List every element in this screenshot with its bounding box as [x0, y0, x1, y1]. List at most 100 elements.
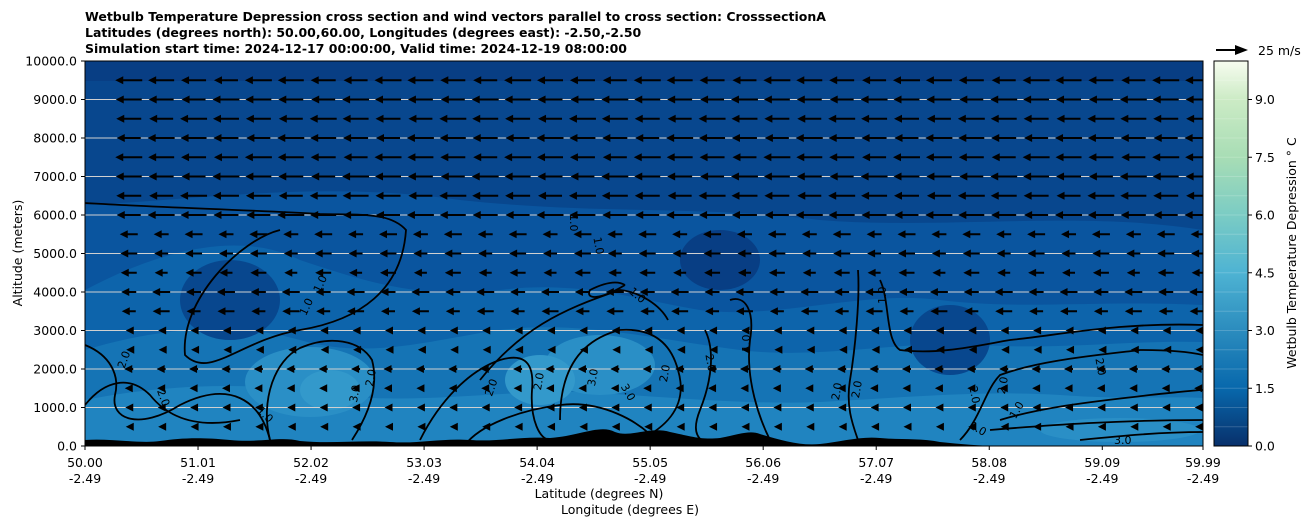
wind-vector [838, 403, 847, 412]
wind-vector [709, 345, 718, 354]
wind-vector [675, 384, 684, 393]
wind-vector [834, 307, 849, 316]
wind-vector [1033, 326, 1042, 335]
wind-vector [191, 345, 200, 354]
wind-vector [288, 345, 297, 354]
chart-title-line-3: Simulation start time: 2024-12-17 00:00:… [85, 41, 627, 56]
wind-vector [671, 307, 689, 316]
wind-vector [611, 326, 620, 335]
wind-vector [607, 249, 622, 258]
wind-vector [244, 76, 272, 85]
wind-vector [536, 134, 564, 142]
y-tick-label: 7000.0 [33, 169, 77, 184]
wind-vector [1000, 326, 1009, 335]
contour-label: 1.0 [876, 287, 889, 305]
wind-vector [1153, 114, 1179, 123]
wind-vector [537, 76, 564, 85]
wind-vector [116, 191, 142, 200]
x-tick-label-lat: 59.99 [1185, 455, 1221, 470]
colorbar-ticks: 0.0 1.5 3.0 4.5 6.0 7.5 9.0 [1248, 92, 1275, 454]
wind-vector [148, 95, 174, 104]
wind-vector [805, 384, 814, 393]
wind-vector [901, 365, 911, 373]
y-tick-label: 8000.0 [33, 131, 77, 146]
wind-vector [348, 249, 363, 258]
wind-vector [579, 326, 588, 335]
wind-vector [449, 422, 458, 431]
wind-vector [278, 191, 303, 200]
wind-vector [805, 403, 814, 412]
wind-vector [537, 153, 564, 162]
wind-vector [739, 365, 749, 373]
wind-vector [213, 211, 239, 219]
wind-vector [482, 345, 491, 354]
wind-vector [513, 365, 523, 373]
wind-vector [574, 288, 590, 296]
wind-vector [1056, 95, 1082, 104]
wind-vector [705, 307, 720, 316]
wind-vector [385, 345, 394, 354]
wind-vector [635, 134, 660, 142]
wind-vector [411, 288, 430, 296]
wind-vector [579, 422, 588, 431]
wind-vector [829, 76, 855, 85]
wind-vector [1001, 345, 1010, 354]
wind-vector [287, 326, 296, 335]
wind-vector [802, 249, 817, 258]
wind-vector [962, 249, 980, 258]
wind-vector [709, 422, 718, 431]
wind-vector [833, 249, 851, 258]
wind-vector [342, 95, 370, 104]
wind-vector [997, 268, 1011, 277]
wind-vector [893, 172, 920, 181]
wind-vector [1024, 134, 1049, 142]
wind-vector [311, 172, 336, 181]
wind-vector [958, 211, 985, 219]
wind-vector [505, 134, 530, 142]
wind-vector [216, 288, 235, 296]
wind-vector [700, 172, 725, 181]
y-tick-label: 6000.0 [33, 208, 77, 223]
wind-vector [221, 384, 230, 393]
wind-vector [157, 403, 166, 412]
wind-vector [932, 268, 946, 277]
colorbar-tick-label: 4.5 [1255, 265, 1275, 280]
wind-vector [189, 365, 199, 373]
wind-vector [180, 114, 208, 123]
wind-vector [699, 211, 726, 219]
wind-vector [255, 326, 264, 335]
wind-vector [634, 114, 660, 123]
wind-vector [311, 95, 336, 104]
wind-vector [478, 268, 492, 277]
wind-vector [221, 365, 231, 373]
wind-vector [699, 153, 725, 162]
wind-vector [352, 326, 361, 335]
wind-vector [764, 211, 789, 219]
wind-vector [1097, 403, 1106, 412]
wind-vector [1056, 114, 1081, 123]
wind-vector [384, 422, 393, 431]
wind-vector [472, 134, 498, 142]
wind-vector [1153, 191, 1179, 200]
wind-vector [730, 95, 758, 104]
wind-vector [861, 191, 888, 200]
wind-vector [278, 95, 304, 104]
wind-vector [245, 95, 272, 104]
wind-vector [731, 134, 757, 142]
wind-vector [633, 76, 661, 85]
wind-vector [862, 153, 887, 162]
wind-vector [346, 288, 365, 296]
wind-vector [676, 326, 685, 335]
wind-vector [318, 365, 328, 373]
wind-vector [861, 114, 888, 123]
wind-vector [115, 153, 143, 162]
wind-vector [666, 211, 694, 219]
wind-vector [1119, 95, 1147, 104]
wind-vector [412, 230, 428, 239]
wind-vector [1097, 326, 1106, 335]
wind-vector [708, 384, 717, 393]
wind-vector [286, 384, 295, 393]
wind-vector [277, 76, 304, 85]
x-axis-label-latitude: Latitude (degrees N) [535, 486, 664, 501]
wind-vector [536, 211, 564, 219]
